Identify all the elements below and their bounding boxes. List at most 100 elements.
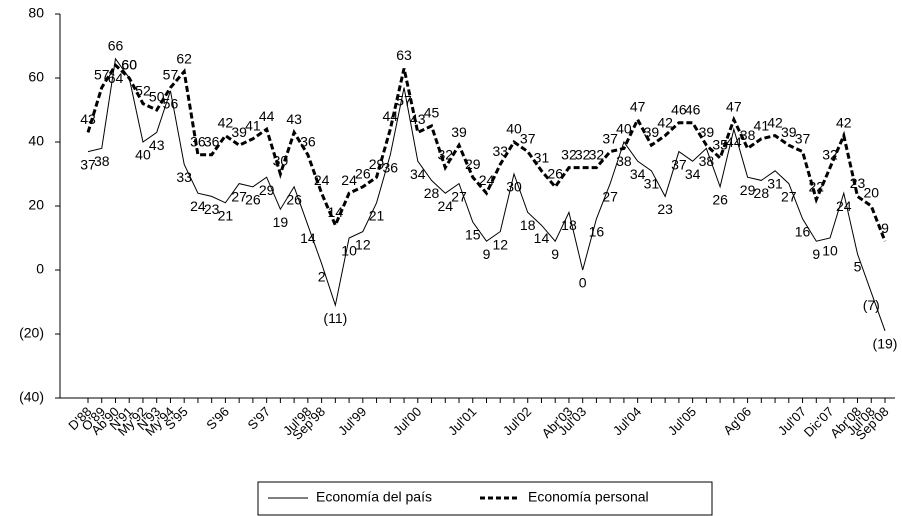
- data-label: 36: [204, 134, 220, 150]
- x-tick-label: Ag'06: [720, 404, 754, 438]
- data-label: 20: [863, 185, 879, 201]
- legend-label: Economía del país: [316, 489, 432, 505]
- data-label: 35: [712, 137, 728, 153]
- data-label: 14: [534, 230, 550, 246]
- data-label: 5: [854, 259, 862, 275]
- data-label: 32: [822, 146, 838, 162]
- x-tick-label: Jul'01: [445, 404, 479, 438]
- data-label: 45: [424, 105, 440, 121]
- data-label: 24: [479, 172, 495, 188]
- data-label: 43: [149, 137, 165, 153]
- data-label: 23: [657, 201, 673, 217]
- data-label: 24: [314, 172, 330, 188]
- data-label: 52: [135, 82, 151, 98]
- data-label: 26: [547, 166, 563, 182]
- data-label: 40: [135, 147, 151, 163]
- data-label: 30: [506, 179, 522, 195]
- data-label: 32: [589, 146, 605, 162]
- data-label: 9: [812, 246, 820, 262]
- data-label: 22: [809, 178, 825, 194]
- data-label: 32: [575, 146, 591, 162]
- data-label: (11): [323, 310, 347, 326]
- data-label: 34: [685, 166, 701, 182]
- data-label: 2: [318, 268, 326, 284]
- series-line: [86, 62, 887, 242]
- data-label: 27: [451, 188, 467, 204]
- series-line: [87, 57, 886, 331]
- data-label: 36: [300, 134, 316, 150]
- data-label: 31: [767, 176, 783, 192]
- x-tick-label: Jul'00: [390, 404, 424, 438]
- data-label: 26: [712, 192, 728, 208]
- x-tick-label: Jul'99: [335, 404, 369, 438]
- data-label: 57: [396, 92, 412, 108]
- data-label: 37: [80, 156, 96, 172]
- data-label: 57: [94, 66, 110, 82]
- data-label: 21: [369, 208, 385, 224]
- data-label: 60: [121, 57, 137, 73]
- data-label: 57: [163, 66, 179, 82]
- y-tick-label: 40: [28, 133, 44, 149]
- data-label: 40: [506, 121, 522, 137]
- data-label: 26: [355, 166, 371, 182]
- data-label: 37: [795, 130, 811, 146]
- data-label: 24: [341, 172, 357, 188]
- data-label: 29: [259, 182, 275, 198]
- data-label: 9: [551, 246, 559, 262]
- data-label: 12: [355, 236, 371, 252]
- data-label: (19): [873, 336, 898, 352]
- data-label: 32: [561, 146, 577, 162]
- data-label: 9: [881, 220, 889, 236]
- data-label: 66: [108, 38, 124, 54]
- data-label: 28: [424, 185, 440, 201]
- data-label: 26: [286, 192, 302, 208]
- data-label: 33: [492, 143, 508, 159]
- data-label: 10: [822, 243, 838, 259]
- legend-label: Economía personal: [528, 489, 649, 505]
- x-tick-label: Jul'05: [665, 404, 699, 438]
- data-label: 42: [657, 114, 673, 130]
- x-tick-label: S'97: [244, 404, 273, 433]
- data-label: 36: [190, 134, 206, 150]
- x-tick-label: S'96: [203, 404, 232, 433]
- y-tick-label: (40): [19, 389, 44, 405]
- data-label: 34: [630, 166, 646, 182]
- data-label: 16: [589, 224, 605, 240]
- data-label: 60: [121, 57, 137, 73]
- data-label: 29: [465, 156, 481, 172]
- y-tick-label: 80: [28, 5, 44, 21]
- data-label: 10: [341, 243, 357, 259]
- data-label: 27: [231, 188, 247, 204]
- data-label: 38: [94, 153, 110, 169]
- data-label: 34: [410, 166, 426, 182]
- data-label: (7): [863, 297, 880, 313]
- data-label: 62: [176, 50, 192, 66]
- data-label: 47: [726, 98, 742, 114]
- data-label: 18: [561, 217, 577, 233]
- x-tick-label: Jul'04: [610, 404, 644, 438]
- data-label: 39: [699, 124, 715, 140]
- data-label: 64: [108, 70, 124, 86]
- data-label: 31: [644, 176, 660, 192]
- data-label: 39: [644, 124, 660, 140]
- data-label: 24: [836, 198, 852, 214]
- legend: [257, 481, 713, 516]
- data-label: 44: [726, 134, 742, 150]
- data-label: 42: [836, 114, 852, 130]
- data-label: 28: [754, 185, 770, 201]
- data-label: 56: [163, 96, 179, 112]
- data-label: 26: [245, 192, 261, 208]
- data-label: 63: [396, 47, 412, 63]
- data-label: 36: [383, 160, 399, 176]
- data-label: 39: [781, 124, 797, 140]
- data-label: 14: [300, 230, 316, 246]
- data-label: 29: [369, 156, 385, 172]
- data-label: 40: [616, 121, 632, 137]
- y-tick-label: 20: [28, 197, 44, 213]
- data-label: 44: [259, 108, 275, 124]
- data-label: 24: [437, 198, 453, 214]
- data-label: 38: [699, 153, 715, 169]
- data-label: 19: [273, 214, 289, 230]
- data-label: 23: [850, 175, 866, 191]
- data-label: 46: [685, 102, 701, 118]
